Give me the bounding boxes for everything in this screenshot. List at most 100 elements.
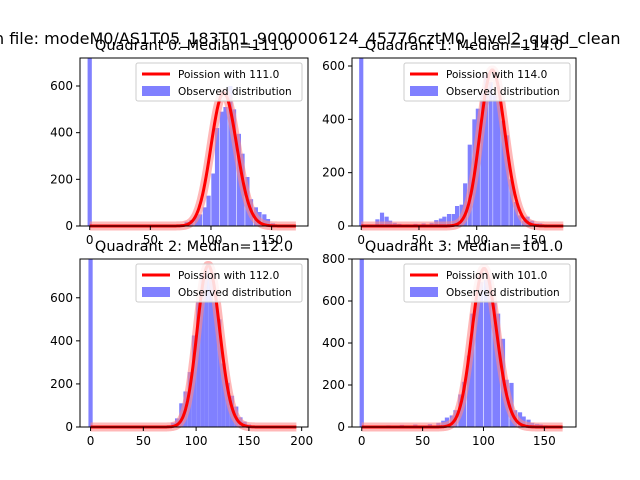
- legend-box: [135, 263, 303, 303]
- histogram-bar: [211, 173, 216, 226]
- histogram-bar: [442, 216, 447, 226]
- histogram-bar: [204, 267, 209, 427]
- x-tick-label: 100: [465, 233, 488, 247]
- legend-hist-swatch: [142, 287, 170, 297]
- y-tick-label: 600: [322, 59, 345, 73]
- legend-hist-swatch: [410, 86, 438, 96]
- axes-frame: [79, 57, 309, 227]
- x-tick-label: 100: [200, 233, 223, 247]
- legend-hist-swatch: [142, 86, 170, 96]
- histogram-bar: [213, 302, 218, 427]
- histogram-bar: [359, 58, 364, 226]
- x-tick-label: 200: [290, 434, 313, 448]
- y-tick-label: 200: [50, 172, 73, 186]
- histogram-bar: [501, 120, 506, 226]
- histogram-bar: [219, 111, 225, 226]
- histogram-bar: [208, 276, 213, 427]
- y-tick-label: 600: [322, 294, 345, 308]
- y-tick-label: 0: [337, 219, 345, 233]
- histogram-bar: [446, 214, 452, 226]
- histogram-bar: [231, 109, 237, 226]
- y-tick-label: 400: [322, 112, 345, 126]
- histogram-bar: [206, 195, 211, 226]
- histogram-bar: [88, 259, 93, 427]
- histogram-bar: [493, 95, 498, 226]
- histogram-bar: [217, 319, 222, 427]
- legend-box: [403, 62, 571, 102]
- histogram-bar: [87, 58, 92, 226]
- x-tick-label: 0: [86, 233, 94, 247]
- legend-fit-label: Poission with 114.0: [446, 69, 547, 81]
- histogram-bar: [451, 214, 456, 226]
- histogram-bar: [379, 212, 385, 226]
- y-tick-label: 0: [65, 219, 73, 233]
- legend-hist-label: Observed distribution: [446, 86, 560, 98]
- histogram-bar: [214, 128, 220, 226]
- histogram-bar: [478, 282, 484, 427]
- subplot-quadrant-2: 0 50 100 150 200 0 200 400 600 Quadrant 2: Median…: [50, 239, 313, 448]
- histogram-bar: [509, 179, 514, 226]
- histogram-bar: [513, 202, 519, 226]
- legend-box: [403, 263, 571, 303]
- x-tick-label: 150: [533, 434, 556, 448]
- legend-hist-swatch: [410, 287, 438, 297]
- axes-frame: [79, 258, 309, 428]
- x-tick-label: 0: [357, 233, 365, 247]
- histogram-bar: [504, 135, 509, 226]
- histogram-bar: [454, 206, 460, 226]
- histogram-bar: [488, 82, 493, 226]
- y-tick-label: 200: [50, 377, 73, 391]
- y-tick-label: 0: [337, 420, 345, 434]
- x-tick-label: 0: [87, 434, 95, 448]
- x-tick-label: 100: [472, 434, 495, 448]
- y-tick-label: 400: [50, 334, 73, 348]
- histogram-bar: [200, 274, 205, 427]
- subplot-title: Quadrant 1: Median=114.0: [365, 38, 563, 54]
- legend-fit-label: Poission with 112.0: [178, 270, 279, 282]
- histogram-bar: [487, 280, 492, 427]
- histogram-bar: [384, 216, 389, 226]
- histogram-bar: [492, 303, 497, 427]
- x-tick-label: 0: [358, 434, 366, 448]
- legend-hist-label: Observed distribution: [178, 86, 292, 98]
- y-tick-label: 0: [65, 420, 73, 434]
- x-tick-label: 50: [136, 434, 151, 448]
- histogram-bar: [470, 313, 475, 427]
- legend-hist-label: Observed distribution: [446, 287, 560, 299]
- histogram-bar: [202, 207, 208, 226]
- x-tick-label: 50: [415, 434, 430, 448]
- y-tick-label: 800: [322, 252, 345, 266]
- histogram-bar: [359, 259, 364, 427]
- x-tick-label: 50: [143, 233, 158, 247]
- x-tick-label: 50: [411, 233, 426, 247]
- legend-box: [135, 62, 303, 102]
- figure-suptitle: n file: modeM0/AS1T05_183T01_9000006124_…: [0, 29, 621, 49]
- axes-frame: [351, 57, 577, 227]
- histogram-bar: [475, 296, 480, 427]
- histogram-bar: [483, 75, 489, 226]
- histogram-bar: [196, 302, 201, 427]
- y-tick-label: 600: [50, 291, 73, 305]
- legend-hist-label: Observed distribution: [178, 287, 292, 299]
- x-tick-label: 150: [523, 233, 546, 247]
- x-tick-label: 100: [185, 434, 208, 448]
- subplot-quadrant-0: 0 50 100 150 0 200 400 600 Quadrant 0: Median=11…: [50, 38, 309, 247]
- histogram-bar: [480, 92, 485, 227]
- y-tick-label: 200: [322, 166, 345, 180]
- y-tick-label: 400: [50, 126, 73, 140]
- histogram-bar: [517, 215, 522, 226]
- histogram-bar: [197, 214, 203, 226]
- histogram-bar: [483, 280, 489, 427]
- histogram-bar: [496, 100, 501, 226]
- histogram-bar: [466, 355, 471, 427]
- subplot-title: Quadrant 2: Median=112.0: [95, 239, 293, 255]
- histogram-bar: [223, 107, 228, 226]
- legend-fit-label: Poission with 101.0: [446, 270, 547, 282]
- subplot-title: Quadrant 0: Median=111.0: [95, 38, 293, 54]
- histogram-bar: [221, 363, 226, 427]
- subplot-quadrant-3: 0 50 100 150 0 200 400 600 800 Quadrant 3: Median…: [322, 239, 577, 448]
- y-tick-label: 600: [50, 79, 73, 93]
- legend-fit-label: Poission with 111.0: [178, 69, 279, 81]
- subplot-title: Quadrant 3: Median=101.0: [365, 239, 563, 255]
